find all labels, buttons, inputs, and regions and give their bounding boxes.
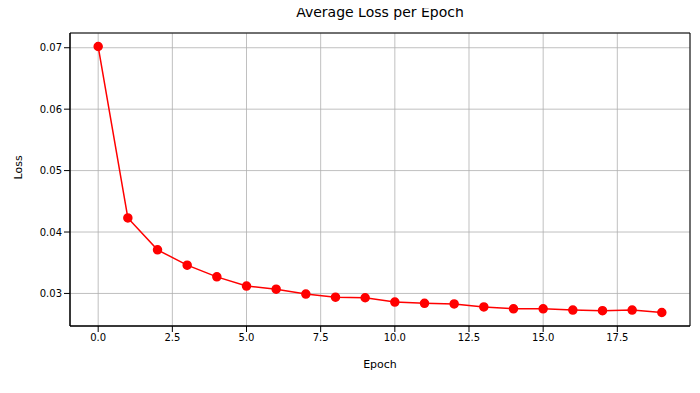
svg-text:0.04: 0.04 [40, 227, 62, 238]
svg-text:0.05: 0.05 [40, 165, 62, 176]
svg-text:0.06: 0.06 [40, 104, 62, 115]
svg-text:5.0: 5.0 [239, 332, 255, 343]
svg-text:Loss: Loss [12, 155, 25, 179]
svg-text:10.0: 10.0 [384, 332, 406, 343]
html-text:Average Loss per Epoch: Average Loss per Epoch [296, 4, 464, 20]
svg-text:2.5: 2.5 [164, 332, 180, 343]
svg-text:17.5: 17.5 [606, 332, 628, 343]
svg-text:12.5: 12.5 [458, 332, 480, 343]
svg-text:0.0: 0.0 [90, 332, 106, 343]
svg-text:7.5: 7.5 [313, 332, 329, 343]
svg-text:0.03: 0.03 [40, 288, 62, 299]
svg-text:15.0: 15.0 [532, 332, 554, 343]
svg-text:0.07: 0.07 [40, 42, 62, 53]
svg-text:Epoch: Epoch [363, 358, 397, 371]
